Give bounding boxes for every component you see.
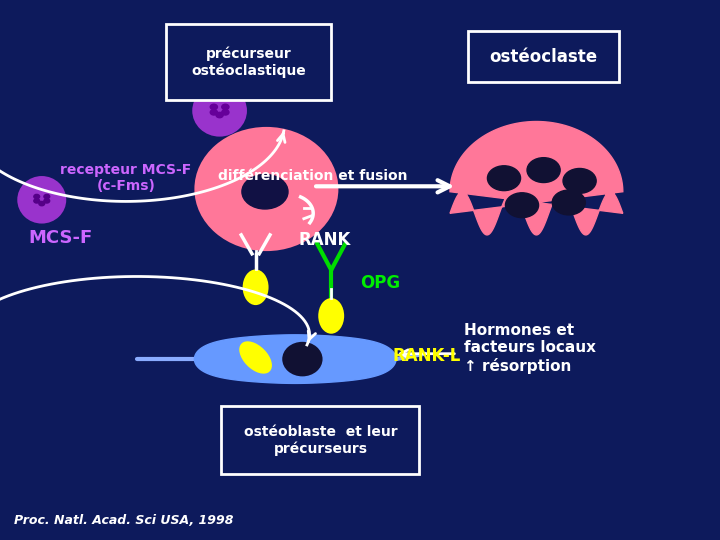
Ellipse shape [194, 127, 338, 251]
Circle shape [216, 112, 223, 118]
Text: Hormones et
facteurs locaux
↑ résorption: Hormones et facteurs locaux ↑ résorption [464, 323, 596, 374]
Circle shape [505, 193, 539, 218]
Ellipse shape [17, 176, 66, 224]
Text: RANK: RANK [299, 231, 351, 249]
Circle shape [44, 199, 50, 203]
Text: différenciation et fusion: différenciation et fusion [218, 168, 408, 183]
Circle shape [44, 194, 50, 199]
Text: RANK-L: RANK-L [392, 347, 461, 366]
Text: MCS-F: MCS-F [29, 228, 93, 247]
Text: recepteur MCS-F
(c-Fms): recepteur MCS-F (c-Fms) [60, 163, 192, 193]
Ellipse shape [192, 85, 247, 137]
Circle shape [242, 174, 288, 209]
Ellipse shape [239, 341, 272, 374]
Polygon shape [194, 335, 396, 383]
Circle shape [210, 104, 217, 110]
Text: OPG: OPG [360, 274, 400, 293]
Circle shape [487, 166, 521, 191]
FancyBboxPatch shape [468, 31, 619, 82]
Circle shape [563, 168, 596, 193]
Circle shape [34, 194, 40, 199]
Circle shape [34, 199, 40, 203]
Circle shape [222, 110, 229, 115]
Circle shape [39, 201, 45, 206]
FancyBboxPatch shape [166, 24, 331, 100]
Circle shape [210, 110, 217, 115]
Text: ostéoclaste: ostéoclaste [490, 48, 598, 66]
Ellipse shape [318, 298, 344, 334]
Text: ostéoblaste  et leur
précurseurs: ostéoblaste et leur précurseurs [243, 424, 397, 456]
Text: précurseur
ostéoclastique: précurseur ostéoclastique [191, 46, 306, 78]
Ellipse shape [282, 342, 323, 376]
Ellipse shape [243, 269, 269, 305]
Polygon shape [450, 122, 623, 235]
Circle shape [527, 158, 560, 183]
Text: Proc. Natl. Acad. Sci USA, 1998: Proc. Natl. Acad. Sci USA, 1998 [14, 514, 234, 526]
Circle shape [552, 190, 585, 215]
FancyBboxPatch shape [222, 406, 419, 474]
Circle shape [222, 104, 229, 110]
